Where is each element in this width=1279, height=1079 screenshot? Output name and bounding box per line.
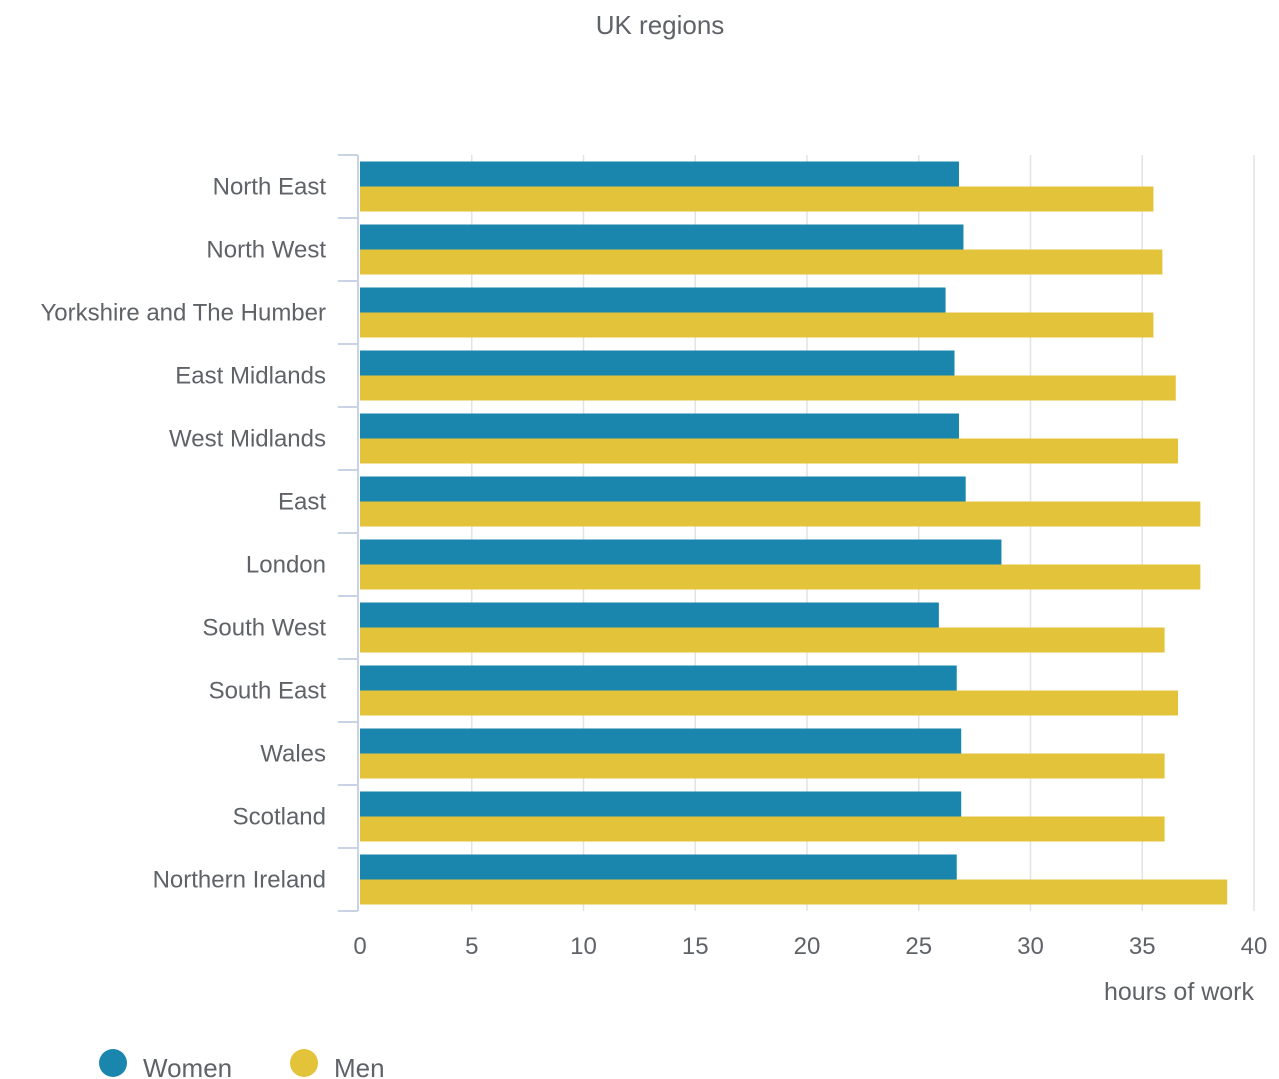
- bar-women-east: [360, 476, 966, 502]
- x-tick-label: 35: [1129, 933, 1156, 960]
- bar-women-northern-ireland: [360, 854, 957, 880]
- bar-men-north-east: [360, 186, 1154, 212]
- y-tick-label: Northern Ireland: [153, 867, 326, 894]
- x-tick-label: 30: [1017, 933, 1044, 960]
- bar-men-south-west: [360, 627, 1165, 653]
- bar-men-south-east: [360, 690, 1179, 716]
- bar-women-north-east: [360, 161, 959, 187]
- y-tick-label: East Midlands: [175, 363, 326, 390]
- bar-women-scotland: [360, 791, 962, 817]
- bar-women-north-west: [360, 224, 964, 250]
- legend-swatch-men: [290, 1049, 318, 1077]
- y-tick-label: London: [246, 552, 326, 579]
- y-tick-label: North East: [213, 174, 327, 201]
- bar-men-west-midlands: [360, 438, 1179, 464]
- y-axis: North East North West Yorkshire and The Hu…: [41, 154, 359, 912]
- bar-men-london: [360, 564, 1201, 590]
- y-tick-label: Wales: [260, 741, 326, 768]
- y-tick-label: South West: [202, 615, 326, 642]
- bar-women-london: [360, 539, 1002, 565]
- x-tick-label: 0: [353, 933, 366, 960]
- legend: Women Men: [99, 1049, 385, 1079]
- bar-women-south-west: [360, 602, 939, 628]
- x-tick-label: 10: [570, 933, 597, 960]
- y-tick-label: East: [278, 489, 326, 516]
- bar-men-east-midlands: [360, 375, 1176, 401]
- bar-men-scotland: [360, 816, 1165, 842]
- bar-women-west-midlands: [360, 413, 959, 439]
- y-tick-label: Yorkshire and The Humber: [41, 300, 327, 327]
- bar-women-yorkshire-and-the-humber: [360, 287, 946, 313]
- bars: [360, 161, 1228, 905]
- bar-women-south-east: [360, 665, 957, 691]
- x-tick-label: 5: [465, 933, 478, 960]
- x-tick-label: 15: [682, 933, 709, 960]
- legend-label-men: Men: [334, 1053, 385, 1079]
- legend-swatch-women: [99, 1049, 127, 1077]
- x-tick-label: 20: [794, 933, 821, 960]
- y-tick-label: North West: [206, 237, 326, 264]
- bar-men-northern-ireland: [360, 879, 1228, 905]
- y-tick-label: South East: [209, 678, 327, 705]
- y-tick-label: West Midlands: [169, 426, 326, 453]
- chart-title: UK regions: [596, 10, 725, 40]
- y-tick-label: Scotland: [233, 804, 326, 831]
- x-axis-label: hours of work: [1104, 978, 1255, 1006]
- bar-men-yorkshire-and-the-humber: [360, 312, 1154, 338]
- bar-women-wales: [360, 728, 962, 754]
- bar-men-wales: [360, 753, 1165, 779]
- x-tick-label: 40: [1241, 933, 1268, 960]
- x-axis-ticks: 0 5 10 15 20 25 30 35 40: [353, 933, 1267, 960]
- bar-men-north-west: [360, 249, 1163, 275]
- bar-men-east: [360, 501, 1201, 527]
- gridlines: [471, 155, 1255, 911]
- legend-label-women: Women: [143, 1053, 232, 1079]
- bar-women-east-midlands: [360, 350, 955, 376]
- x-tick-label: 25: [905, 933, 932, 960]
